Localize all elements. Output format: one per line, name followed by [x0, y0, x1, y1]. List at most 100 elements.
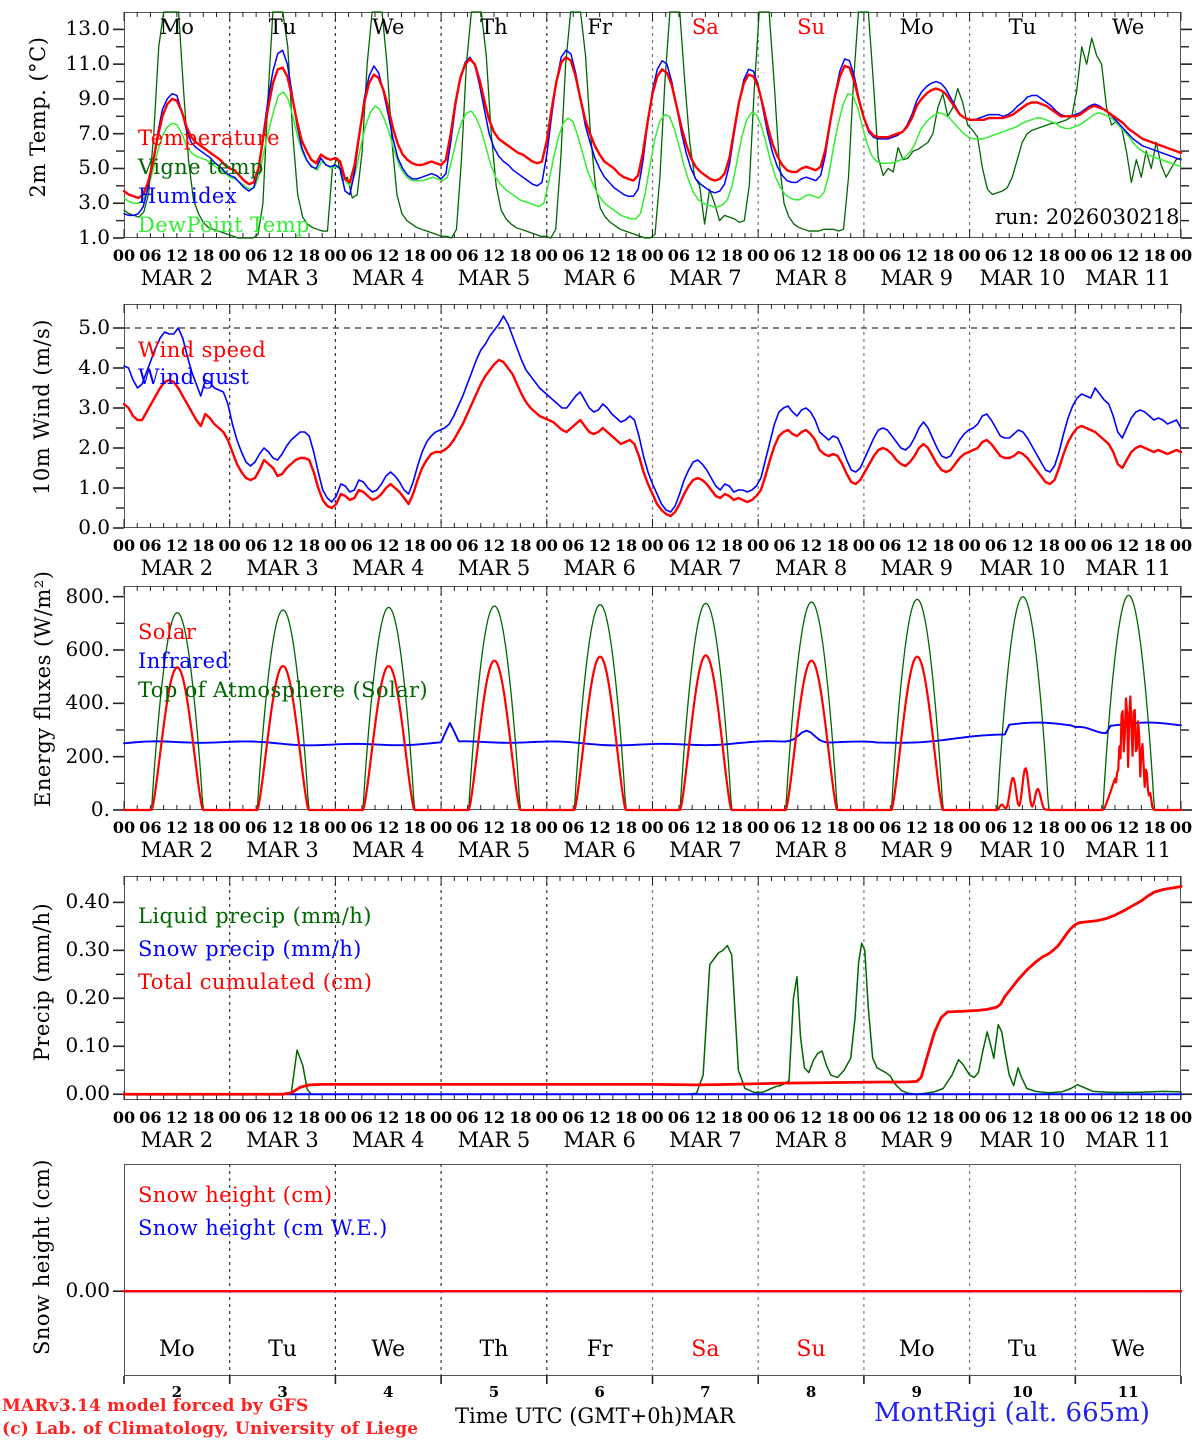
hour-tick-label: 06 — [1090, 246, 1113, 265]
legend-entry: Total cumulated (cm) — [138, 970, 373, 994]
panel-precip: Precip (mm/h) 0.00 0.10 0.20 0.30 0.40 Liquid… — [0, 862, 1194, 1157]
hour-tick-label: 00 — [641, 818, 664, 837]
hour-tick-label: 18 — [192, 536, 215, 555]
hour-tick-label: 00 — [535, 818, 558, 837]
hour-tick-label: 12 — [799, 536, 823, 555]
hour-tick-label: 12 — [271, 536, 294, 555]
legend-entry: Wind speed — [138, 338, 267, 362]
hour-tick-label: 00 — [641, 246, 664, 265]
legend-entry: Top of Atmosphere (Solar) — [138, 678, 429, 702]
day-label: MAR 10 — [979, 556, 1066, 580]
energy-series-svg — [113, 586, 1192, 812]
hour-tick-label: 06 — [456, 536, 479, 555]
hour-tick-label: 00 — [1169, 536, 1193, 555]
y-tick-label: 600. — [65, 637, 110, 661]
x-axis-title-month: MAR — [682, 1404, 735, 1428]
hour-tick-label: 12 — [271, 246, 294, 265]
hour-tick-label: 18 — [614, 246, 638, 265]
precip-series-svg — [113, 876, 1192, 1100]
y-tick-label: 0.30 — [65, 937, 110, 962]
day-label: MAR 10 — [979, 1128, 1066, 1152]
day-of-week-label-bottom: Tu — [1008, 1337, 1037, 1362]
day-of-week-label-bottom: Su — [796, 1337, 826, 1362]
hour-tick-label: 06 — [879, 818, 902, 837]
hour-tick-label: 18 — [614, 1108, 638, 1127]
hour-tick-label: 00 — [1064, 246, 1087, 265]
day-of-week-label-bottom: We — [1111, 1337, 1146, 1362]
hour-tick-label: 00 — [429, 536, 453, 555]
hour-tick-label: 12 — [1117, 1108, 1140, 1127]
day-label: MAR 3 — [246, 266, 319, 290]
day-label: MAR 7 — [669, 556, 742, 580]
hour-tick-label: 12 — [1011, 1108, 1034, 1127]
hour-tick-label: 18 — [403, 1108, 426, 1127]
hour-tick-label: 18 — [720, 246, 743, 265]
hour-tick-label: 00 — [1064, 1108, 1087, 1127]
day-label: MAR 4 — [351, 266, 425, 290]
hour-tick-label: 00 — [747, 818, 770, 837]
hour-tick-label: 00 — [1169, 1108, 1193, 1127]
hour-tick-label: 18 — [192, 818, 215, 837]
day-label: MAR 8 — [774, 266, 848, 290]
hour-tick-label: 06 — [773, 1108, 796, 1127]
day-label: MAR 8 — [774, 1128, 848, 1152]
hour-tick-label: 06 — [879, 246, 902, 265]
hour-tick-label: 12 — [799, 246, 823, 265]
day-of-week-label-bottom: Sa — [691, 1337, 720, 1362]
hour-tick-label: 12 — [905, 246, 928, 265]
day-of-week-label-top: Sa — [691, 15, 719, 39]
hour-tick-label: 00 — [641, 1108, 664, 1127]
day-label: MAR 9 — [880, 556, 953, 580]
y-tick-label: 11.0 — [65, 51, 110, 76]
day-label: MAR 4 — [351, 556, 425, 580]
hour-tick-label: 06 — [562, 1108, 585, 1127]
hour-tick-label: 06 — [350, 246, 373, 265]
hour-tick-label: 12 — [588, 536, 611, 555]
hour-tick-label: 12 — [165, 818, 188, 837]
y-tick-label: 0.20 — [65, 985, 110, 1010]
hour-tick-label: 00 — [218, 246, 241, 265]
hour-tick-label: 00 — [112, 818, 136, 837]
hour-tick-label: 12 — [1011, 246, 1034, 265]
hour-tick-label: 00 — [218, 536, 241, 555]
day-label: MAR 6 — [563, 1128, 636, 1152]
y-tick-label: 200. — [65, 743, 110, 768]
hour-tick-label: 06 — [139, 536, 162, 555]
legend-entry: Liquid precip (mm/h) — [138, 904, 372, 928]
hour-tick-label: 00 — [324, 246, 347, 265]
hour-tick-label: 06 — [244, 536, 268, 555]
day-of-week-label-top: Mo — [159, 15, 194, 39]
hour-tick-label: 00 — [852, 818, 876, 837]
hour-tick-label: 18 — [1037, 246, 1060, 265]
day-number-label: 11 — [1117, 1383, 1139, 1401]
hour-tick-label: 12 — [905, 818, 928, 837]
hour-tick-label: 12 — [377, 818, 400, 837]
hour-tick-label: 12 — [588, 246, 611, 265]
day-label: MAR 5 — [457, 556, 531, 580]
day-label: MAR 9 — [880, 266, 953, 290]
hour-tick-label: 12 — [377, 246, 400, 265]
hour-tick-label: 00 — [747, 1108, 770, 1127]
hour-tick-label: 06 — [773, 246, 796, 265]
hour-tick-label: 12 — [588, 1108, 611, 1127]
legend-entry: Solar — [138, 620, 197, 644]
y-tick-label: 4.0 — [78, 355, 110, 379]
hour-tick-label: 12 — [694, 818, 717, 837]
run-label: run: 2026030218 — [995, 205, 1180, 229]
hour-tick-label: 12 — [482, 536, 506, 555]
hour-tick-label: 18 — [509, 1108, 532, 1127]
hour-tick-label: 18 — [932, 246, 955, 265]
day-label: MAR 2 — [140, 556, 214, 580]
hour-tick-label: 18 — [826, 246, 849, 265]
hour-tick-label: 00 — [112, 246, 136, 265]
hour-tick-label: 12 — [482, 818, 506, 837]
hour-tick-label: 06 — [879, 1108, 902, 1127]
day-label: MAR 8 — [774, 556, 848, 580]
hour-tick-label: 18 — [932, 536, 955, 555]
panel-wind: 10m Wind (m/s) 0.0 1.0 2.0 3.0 4.0 5.0 Wind sp… — [0, 290, 1194, 580]
day-label: MAR 7 — [669, 838, 742, 862]
hour-tick-label: 00 — [535, 1108, 558, 1127]
hour-tick-label: 06 — [456, 1108, 479, 1127]
y-tick-label: 2.0 — [78, 435, 110, 459]
day-label: MAR 3 — [246, 556, 319, 580]
